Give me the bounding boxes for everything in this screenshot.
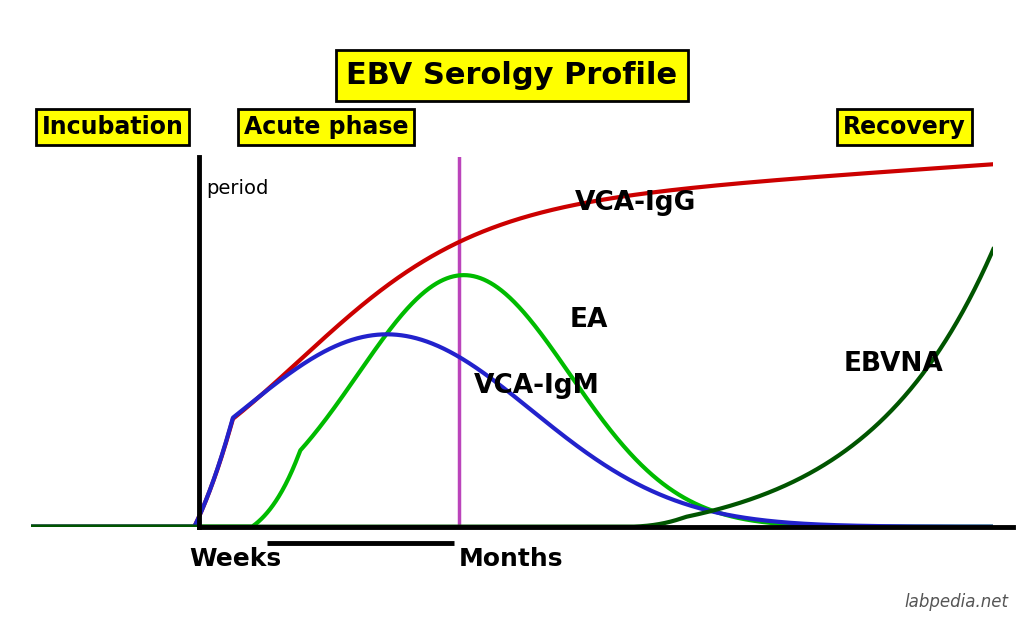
Text: Acute phase: Acute phase [244,115,409,139]
Text: VCA-IgM: VCA-IgM [473,373,599,399]
Text: Months: Months [459,547,563,571]
Text: EBVNA: EBVNA [844,351,944,377]
Text: EBV Serolgy Profile: EBV Serolgy Profile [346,61,678,90]
Text: VCA-IgG: VCA-IgG [574,190,696,216]
Text: EA: EA [569,307,608,332]
Text: labpedia.net: labpedia.net [904,593,1009,611]
Text: period: period [206,179,268,198]
Text: Recovery: Recovery [844,115,966,139]
Text: Incubation: Incubation [42,115,183,139]
Text: Weeks: Weeks [189,547,282,571]
